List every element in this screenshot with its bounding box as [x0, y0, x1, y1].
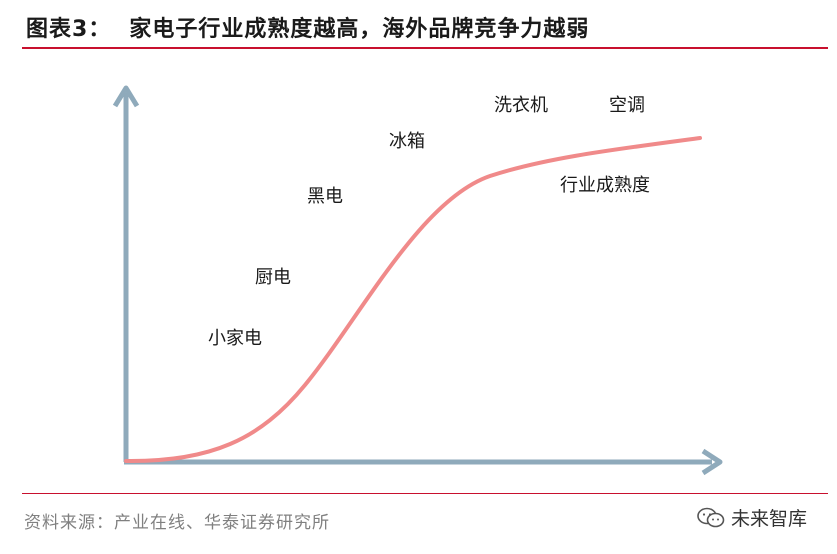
category-label-tv: 黑电: [307, 186, 343, 207]
wechat-icon: [697, 507, 725, 529]
category-label-small-appliances: 小家电: [208, 328, 262, 349]
curve-label: 行业成熟度: [560, 175, 650, 196]
watermark-text: 未来智库: [731, 508, 808, 530]
title-rule: [22, 47, 828, 49]
maturity-curve: [124, 136, 702, 464]
figure-title-text: 家电子行业成熟度越高，海外品牌竞争力越弱: [129, 17, 590, 42]
y-axis: [112, 85, 140, 462]
x-axis: [124, 448, 723, 476]
category-label-air-conditioner: 空调: [609, 95, 645, 116]
category-label-kitchen-appliances: 厨电: [255, 267, 291, 288]
source-note: 资料来源：产业在线、华泰证券研究所: [24, 513, 330, 533]
figure-title: 图表3： 家电子行业成熟度越高，海外品牌竞争力越弱: [26, 11, 589, 43]
figure-number: 图表3：: [26, 17, 112, 42]
category-label-washing-machine: 洗衣机: [494, 95, 548, 116]
watermark: 未来智库: [697, 504, 807, 531]
category-label-refrigerator: 冰箱: [389, 131, 425, 152]
footer-rule: [22, 493, 828, 494]
